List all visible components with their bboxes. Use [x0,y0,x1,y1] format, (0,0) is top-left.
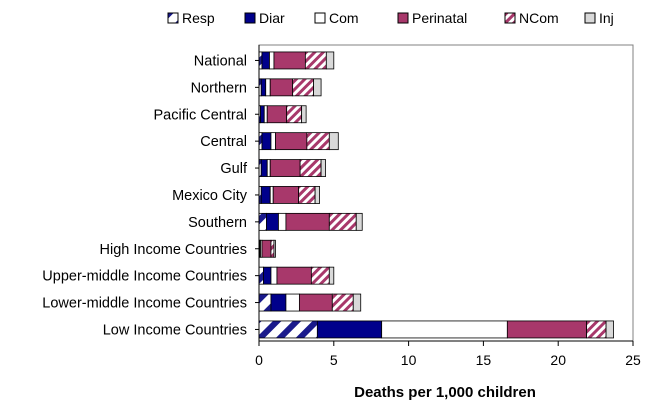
legend-label-diar: Diar [259,10,285,26]
x-tick-label-0: 0 [255,352,263,368]
category-label-high-income-countries: High Income Countries [100,242,248,258]
bar-segment-inj-mexico-city [314,186,320,204]
bar-segment-ncom-low-income-countries [586,320,607,339]
bar-segment-perinatal-central [275,132,308,151]
bar-segment-inj-central [328,132,339,151]
bar-segment-diar-upper-middle-income-countries [263,266,272,285]
bar-segment-com-national [269,51,275,70]
x-axis-title: Deaths per 1,000 children [354,384,536,401]
bar-segment-resp-lower-middle-income-countries [258,293,272,312]
category-label-upper-middle-income-countries: Upper-middle Income Countries [42,269,247,285]
legend-swatch-diar [244,12,256,24]
bar-segment-com-central [270,132,276,151]
legend-label-perinatal: Perinatal [412,10,467,26]
x-tick-label-20: 20 [550,352,566,368]
bar-segment-ncom-southern [328,212,357,231]
legend-label-resp: Resp [182,10,215,26]
plot-area: National Northern Pacific Central Central Gu… [42,44,641,368]
bar-segment-diar-lower-middle-income-countries [270,293,287,312]
bar-segment-inj-pacific-central [301,105,307,124]
bar-segment-diar-gulf [260,159,268,177]
bar-segment-resp-low-income-countries [258,320,318,339]
bar-segment-inj-national [325,51,335,70]
bar-segment-resp-southern [258,212,267,231]
x-tick-label-10: 10 [401,352,417,368]
bar-segment-diar-northern [260,78,267,97]
category-label-pacific-central: Pacific Central [154,107,247,123]
bar-segment-com-southern [278,212,287,231]
legend-swatch-perinatal [397,12,409,24]
bar-segment-ncom-upper-middle-income-countries [310,266,330,285]
bar-segment-perinatal-southern [285,212,330,231]
bar-segment-ncom-pacific-central [286,105,303,124]
bar-segment-diar-mexico-city [260,186,271,204]
category-label-northern: Northern [191,80,247,96]
bar-segment-inj-high-income-countries [273,239,276,258]
bar-segment-perinatal-lower-middle-income-countries [298,293,333,312]
category-label-low-income-countries: Low Income Countries [103,322,247,338]
bar-segment-resp-upper-middle-income-countries [258,266,264,285]
x-tick-label-15: 15 [476,352,492,368]
legend-swatch-inj [584,12,596,24]
bar-segment-diar-national [261,51,270,70]
legend-label-inj: Inj [599,10,614,26]
bar-segment-perinatal-pacific-central [266,105,288,124]
legend-label-ncom: NCom [519,10,559,26]
bar-segment-ncom-lower-middle-income-countries [331,293,354,312]
legend-label-com: Com [329,10,359,26]
legend: Resp Diar Com Perinatal NCom Inj [167,10,614,26]
bar-segment-ncom-high-income-countries [270,239,275,258]
category-label-mexico-city: Mexico City [172,188,248,204]
bar-segment-com-lower-middle-income-countries [285,293,300,312]
bar-segment-inj-low-income-countries [605,320,614,339]
category-label-southern: Southern [188,215,247,231]
bar-segment-perinatal-mexico-city [272,186,300,204]
category-label-lower-middle-income-countries: Lower-middle Income Countries [42,296,247,312]
bar-segment-inj-upper-middle-income-countries [328,266,335,285]
bar-segment-diar-low-income-countries [316,320,383,339]
bar-segment-diar-southern [266,212,279,231]
bar-segment-perinatal-gulf [269,159,301,177]
bar-segment-com-pacific-central [263,105,268,124]
category-label-national: National [194,53,247,69]
category-label-gulf: Gulf [220,161,248,177]
bar-segment-inj-southern [355,212,363,231]
bar-segment-com-gulf [266,159,271,177]
legend-swatch-ncom [504,12,516,24]
bar-segment-com-low-income-countries [381,320,508,339]
bar-segment-ncom-northern [292,78,315,97]
bar-segment-inj-northern [313,78,322,97]
bar-segment-perinatal-national [273,51,306,70]
x-tick-label-25: 25 [625,352,641,368]
bar-segment-com-mexico-city [269,186,274,204]
bar-segment-perinatal-northern [269,78,294,97]
category-label-central: Central [200,134,247,150]
bar-segment-com-northern [265,78,271,97]
x-tick-label-5: 5 [330,352,338,368]
bar-segment-ncom-mexico-city [298,186,316,204]
bar-segment-perinatal-high-income-countries [261,239,272,258]
bar-segment-ncom-gulf [299,159,322,177]
legend-swatch-resp [167,12,179,24]
bar-segment-diar-pacific-central [260,105,265,124]
bar-segment-com-upper-middle-income-countries [270,266,278,285]
bar-segment-ncom-national [304,51,327,70]
bar-segment-perinatal-upper-middle-income-countries [276,266,312,285]
bar-segment-inj-lower-middle-income-countries [352,293,362,312]
bar-segment-ncom-central [306,132,330,151]
legend-swatch-com [314,12,326,24]
bar-segment-diar-central [261,132,272,151]
bar-segment-perinatal-low-income-countries [506,320,588,339]
bar-segment-inj-gulf [320,159,326,177]
